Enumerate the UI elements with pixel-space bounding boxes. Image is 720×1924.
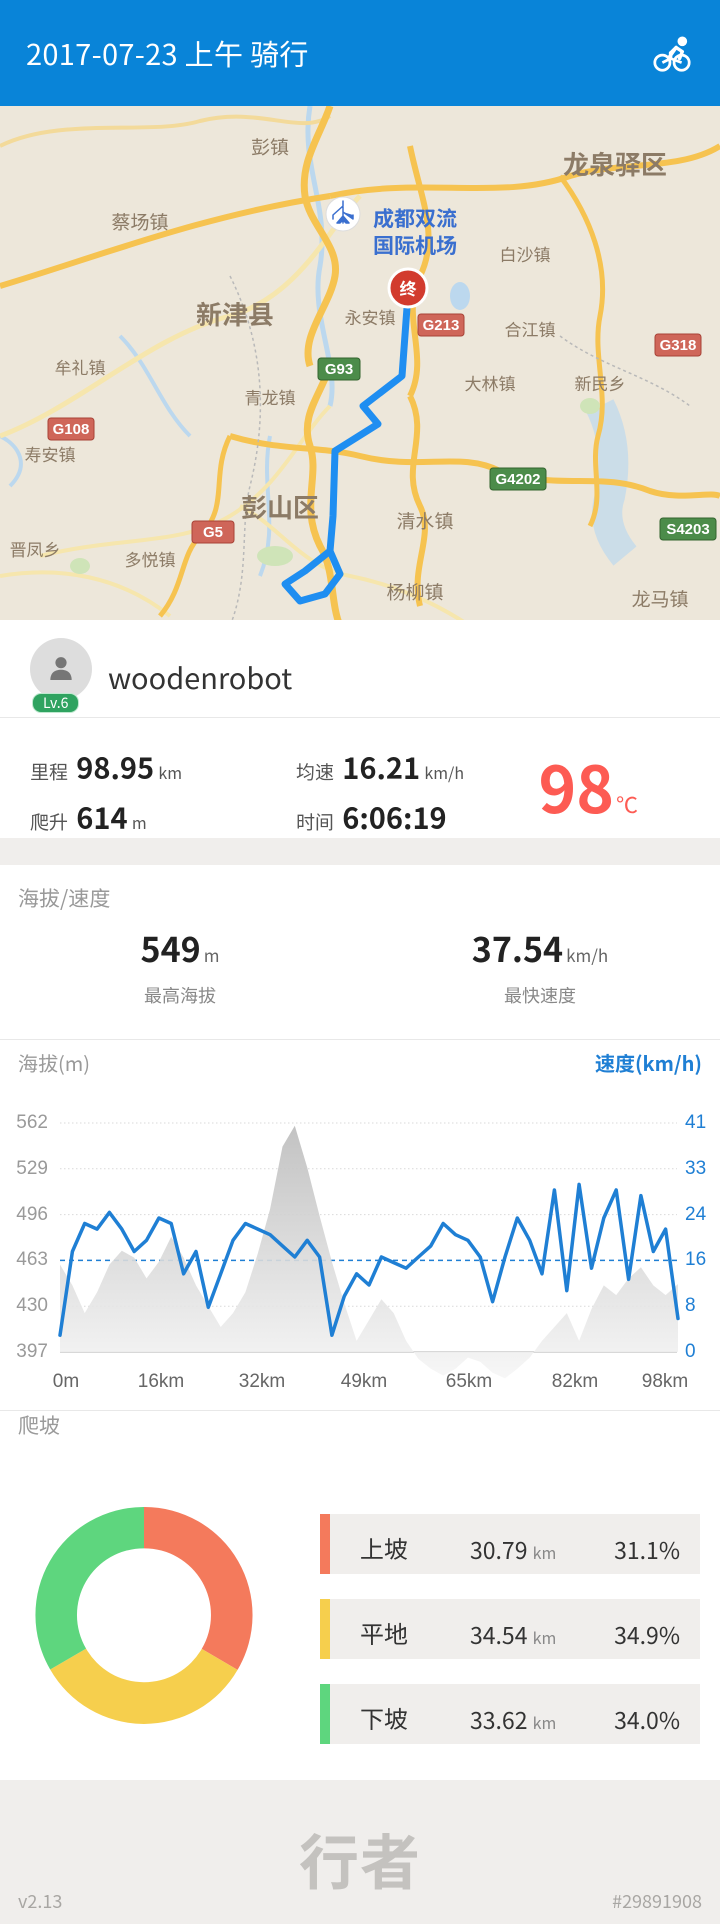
svg-text:0: 0 bbox=[685, 1341, 696, 1362]
svg-text:彭镇: 彭镇 bbox=[251, 133, 289, 160]
svg-text:龙泉驿区: 龙泉驿区 bbox=[563, 145, 667, 182]
svg-text:16: 16 bbox=[685, 1249, 706, 1270]
svg-text:562: 562 bbox=[16, 1112, 48, 1133]
svg-text:49km: 49km bbox=[341, 1371, 387, 1392]
svg-text:成都双流: 成都双流 bbox=[373, 203, 457, 233]
svg-text:496: 496 bbox=[16, 1204, 48, 1225]
svg-text:16km: 16km bbox=[138, 1371, 184, 1392]
svg-text:牟礼镇: 牟礼镇 bbox=[55, 354, 106, 379]
svg-text:白沙镇: 白沙镇 bbox=[500, 241, 551, 266]
svg-text:蔡场镇: 蔡场镇 bbox=[111, 208, 168, 235]
svg-text:32km: 32km bbox=[239, 1371, 285, 1392]
svg-text:G318: G318 bbox=[660, 337, 697, 354]
svg-text:8: 8 bbox=[685, 1295, 696, 1316]
svg-text:529: 529 bbox=[16, 1158, 48, 1179]
svg-text:397: 397 bbox=[16, 1341, 48, 1362]
svg-text:永安镇: 永安镇 bbox=[345, 304, 396, 329]
svg-text:大林镇: 大林镇 bbox=[465, 370, 516, 395]
svg-text:终: 终 bbox=[400, 275, 418, 300]
svg-text:G4202: G4202 bbox=[495, 471, 540, 488]
svg-text:合江镇: 合江镇 bbox=[505, 316, 556, 341]
svg-text:33: 33 bbox=[685, 1158, 706, 1179]
svg-text:龙马镇: 龙马镇 bbox=[631, 585, 688, 612]
svg-text:晋凤乡: 晋凤乡 bbox=[10, 536, 61, 561]
svg-text:新民乡: 新民乡 bbox=[575, 370, 626, 395]
svg-text:G108: G108 bbox=[53, 421, 90, 438]
svg-text:G213: G213 bbox=[423, 317, 460, 334]
svg-text:98km: 98km bbox=[642, 1371, 688, 1392]
svg-text:430: 430 bbox=[16, 1295, 48, 1316]
svg-text:G5: G5 bbox=[203, 524, 223, 541]
svg-text:S4203: S4203 bbox=[666, 521, 709, 538]
svg-text:彭山区: 彭山区 bbox=[241, 488, 319, 525]
svg-text:463: 463 bbox=[16, 1249, 48, 1270]
svg-text:G93: G93 bbox=[325, 361, 353, 378]
svg-text:多悦镇: 多悦镇 bbox=[125, 546, 176, 571]
svg-text:寿安镇: 寿安镇 bbox=[25, 441, 76, 466]
svg-text:24: 24 bbox=[685, 1204, 707, 1225]
svg-text:65km: 65km bbox=[446, 1371, 492, 1392]
svg-text:清水镇: 清水镇 bbox=[396, 507, 453, 534]
svg-text:41: 41 bbox=[685, 1112, 706, 1133]
svg-text:国际机场: 国际机场 bbox=[373, 230, 457, 260]
svg-text:0m: 0m bbox=[53, 1371, 79, 1392]
svg-text:杨柳镇: 杨柳镇 bbox=[386, 578, 443, 605]
svg-text:82km: 82km bbox=[552, 1371, 598, 1392]
svg-text:新津县: 新津县 bbox=[196, 295, 274, 332]
